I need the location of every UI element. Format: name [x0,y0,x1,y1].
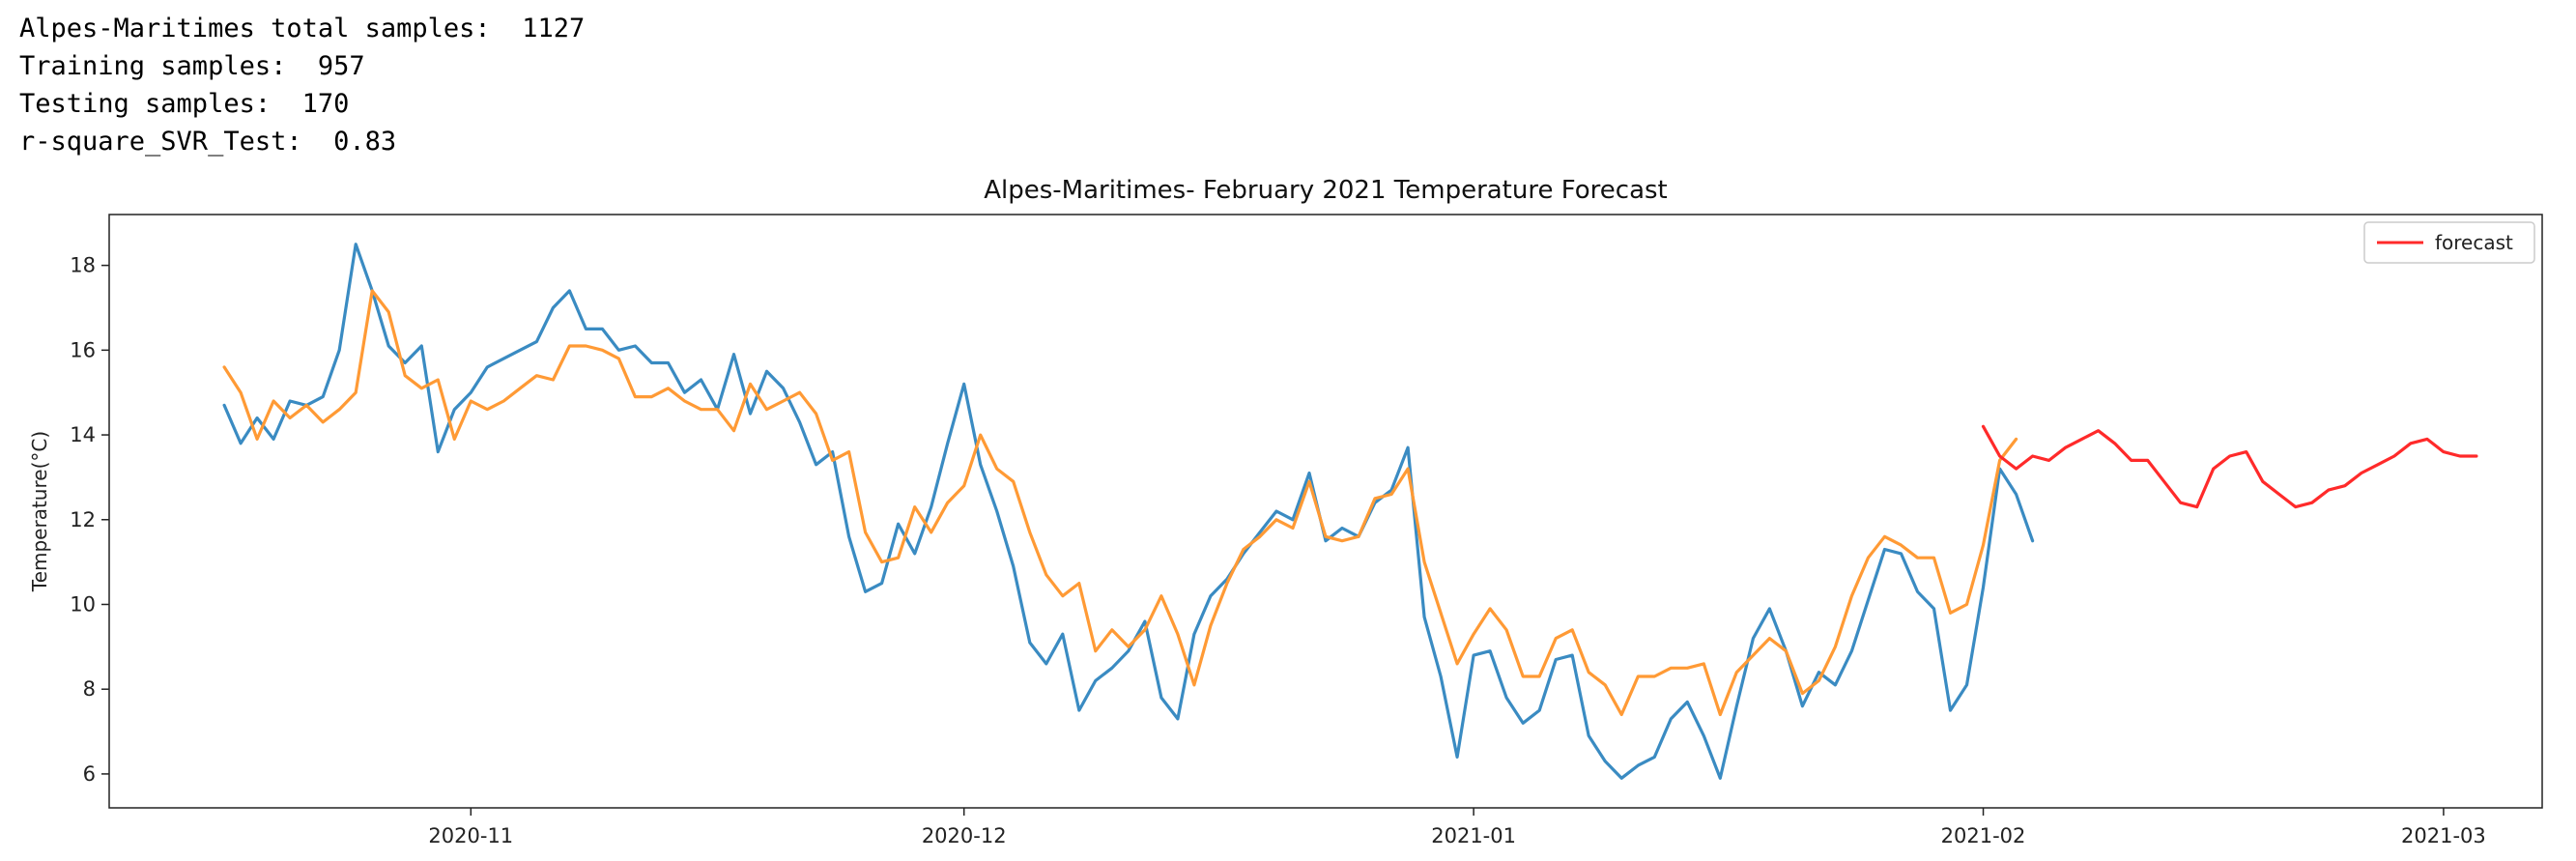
y-tick-label: 18 [70,254,96,277]
legend: forecast [2363,221,2535,264]
y-axis-label: Temperature(°C) [28,431,51,592]
legend-box [2363,221,2535,264]
x-axis: 2020-11 2020-12 2021-01 2021-02 2021-03 [428,808,2486,847]
y-tick-label: 14 [70,423,96,446]
x-tick-label: 2020-11 [428,824,513,847]
y-tick-label: 16 [70,338,96,361]
temperature-chart: Alpes-Maritimes- February 2021 Temperatu… [28,176,2543,847]
series-layer [222,243,2478,780]
actual-line [222,243,2035,780]
x-tick-label: 2021-01 [1431,824,1516,847]
forecast-line [1981,424,2478,509]
x-tick-label: 2021-03 [2401,824,2486,847]
y-tick-label: 8 [83,677,96,701]
console-line-training: Training samples: 957 [19,51,365,81]
console-line-testing: Testing samples: 170 [19,89,350,119]
plot-area-frame [108,214,2543,809]
x-tick-label: 2021-02 [1941,824,2026,847]
y-tick-label: 12 [70,508,96,531]
y-tick-label: 6 [83,762,96,786]
y-tick-label: 10 [70,592,96,616]
legend-label-forecast: forecast [2435,231,2513,254]
x-tick-label: 2020-12 [922,824,1007,847]
console-line-rsquare: r-square_SVR_Test: 0.83 [19,127,397,157]
fitted-line [222,289,2018,717]
y-axis: 6 8 10 12 14 16 18 [70,254,109,786]
chart-title: Alpes-Maritimes- February 2021 Temperatu… [984,176,1668,205]
console-line-total: Alpes-Maritimes total samples: 1127 [19,14,586,43]
console-output: Alpes-Maritimes total samples: 1127 Train… [19,10,585,160]
